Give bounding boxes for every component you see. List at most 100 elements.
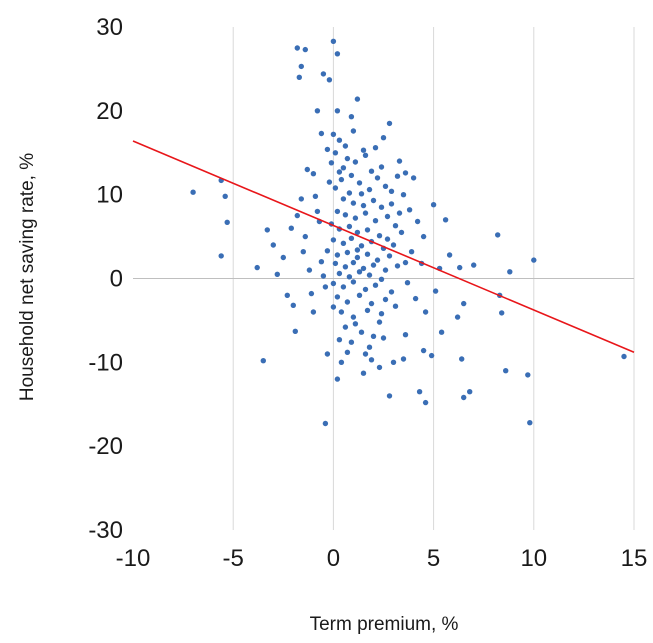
data-point [318, 259, 325, 265]
data-point [340, 165, 347, 171]
data-point [382, 267, 389, 273]
data-point [382, 183, 389, 189]
data-point [457, 264, 463, 271]
y-tick-label: -30 [88, 517, 123, 544]
data-point [348, 114, 355, 120]
data-point [386, 253, 393, 259]
data-point [527, 420, 533, 426]
data-point [400, 192, 407, 198]
data-point [350, 200, 357, 206]
data-point [374, 257, 381, 263]
data-point [336, 337, 343, 343]
data-point [382, 296, 389, 303]
data-point [298, 196, 304, 202]
data-point [442, 217, 449, 223]
data-point [376, 319, 383, 325]
data-point [280, 254, 286, 261]
data-point [370, 262, 377, 268]
x-tick-label: -5 [223, 545, 244, 572]
data-point [224, 219, 230, 225]
x-axis-tick-labels: -10 -5 0 5 10 15 [116, 545, 648, 572]
data-point [308, 290, 315, 297]
data-point [334, 376, 341, 382]
data-point [362, 286, 369, 293]
data-point [314, 208, 321, 215]
data-point [336, 270, 343, 277]
data-point [378, 311, 385, 317]
data-point [334, 294, 341, 300]
y-tick-label: 20 [96, 98, 123, 125]
data-point [360, 265, 367, 272]
data-point [380, 135, 387, 141]
data-point [344, 249, 351, 256]
data-point [372, 218, 379, 224]
data-point [334, 208, 341, 215]
data-point [290, 302, 296, 308]
data-point [288, 225, 294, 231]
data-point [328, 160, 335, 166]
data-point [366, 344, 373, 350]
data-point [334, 51, 341, 57]
data-point [467, 389, 473, 395]
data-point [374, 175, 381, 181]
data-point [364, 227, 371, 233]
data-point [471, 262, 477, 268]
data-point [354, 96, 361, 102]
data-point [438, 329, 445, 335]
data-point [402, 170, 409, 176]
y-tick-label: -20 [88, 433, 123, 460]
data-point [312, 193, 319, 199]
data-point [348, 339, 355, 345]
trend-line [132, 140, 635, 354]
y-tick-label: 30 [96, 14, 123, 41]
data-point [388, 289, 395, 295]
data-point [350, 259, 357, 266]
data-point [346, 223, 353, 230]
data-point [408, 249, 415, 255]
data-point [342, 143, 349, 149]
data-point [370, 333, 377, 339]
data-point [372, 145, 379, 151]
data-point [322, 420, 329, 427]
data-point [432, 288, 439, 294]
data-point [344, 299, 351, 305]
data-point [392, 223, 399, 229]
data-point [306, 267, 313, 273]
data-point [406, 207, 413, 213]
data-point [350, 314, 357, 320]
data-point [318, 130, 325, 137]
data-point [364, 251, 371, 257]
data-point [342, 324, 349, 330]
data-point [346, 274, 353, 280]
data-point [388, 201, 395, 207]
data-point [388, 188, 395, 194]
data-point [302, 233, 308, 240]
data-point [402, 332, 409, 338]
data-point [324, 248, 331, 254]
data-point [344, 349, 351, 355]
data-point [400, 356, 407, 362]
data-point [314, 108, 321, 114]
data-point [368, 300, 375, 307]
data-point [260, 358, 266, 364]
data-point [330, 280, 337, 287]
y-tick-label: 10 [96, 182, 123, 209]
data-point [362, 152, 369, 158]
data-point [358, 191, 365, 197]
data-point [190, 189, 196, 195]
data-point [362, 351, 369, 357]
data-point [454, 314, 461, 320]
data-point [394, 173, 401, 179]
data-point [338, 309, 345, 315]
data-point [378, 276, 385, 282]
data-point [310, 171, 317, 177]
data-point [304, 166, 310, 173]
data-point [326, 179, 333, 185]
data-point [348, 235, 355, 241]
data-point [370, 197, 377, 204]
data-point [332, 185, 339, 191]
data-point [446, 252, 453, 258]
data-point [378, 204, 385, 210]
data-point [378, 164, 385, 170]
